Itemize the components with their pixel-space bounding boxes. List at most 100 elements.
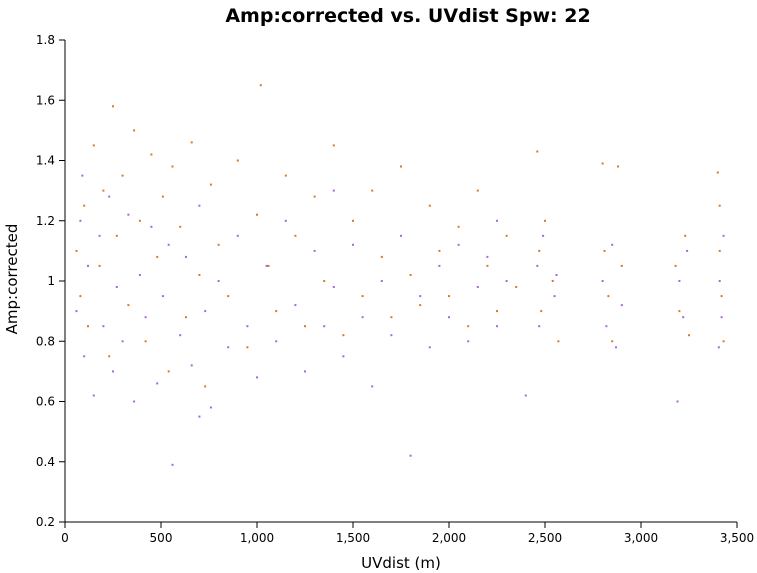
data-point-series-2 (553, 295, 556, 298)
data-point-series-1 (448, 295, 450, 298)
data-point-series-1 (217, 243, 220, 246)
data-point-series-2 (720, 316, 723, 319)
data-point-series-1 (87, 325, 89, 328)
data-point-series-2 (332, 286, 335, 288)
data-point-series-2 (332, 189, 335, 192)
data-point-series-2 (313, 249, 316, 252)
data-point-series-2 (409, 454, 412, 457)
data-point-series-1 (167, 370, 170, 373)
x-tick-label: 2,500 (528, 531, 562, 545)
data-point-series-1 (515, 286, 518, 288)
x-tick-label: 3,500 (720, 531, 754, 545)
data-points (75, 84, 725, 466)
y-tick-label: 1.2 (36, 214, 55, 228)
data-point-series-2 (92, 394, 95, 397)
data-point-series-1 (79, 295, 82, 298)
y-tick-label: 0.8 (36, 334, 55, 348)
data-point-series-2 (601, 280, 604, 282)
data-point-series-2 (87, 264, 89, 267)
data-point-series-1 (204, 385, 207, 388)
data-point-series-1 (102, 189, 105, 192)
data-point-series-1 (538, 249, 541, 252)
data-point-series-2 (256, 376, 258, 379)
data-point-series-2 (150, 225, 153, 228)
data-point-series-2 (428, 346, 431, 349)
data-point-series-1 (620, 264, 623, 267)
data-point-series-1 (718, 204, 721, 207)
data-point-series-1 (323, 280, 326, 282)
data-point-series-2 (75, 310, 78, 313)
y-tick-label: 1.6 (36, 93, 55, 107)
data-point-series-2 (361, 316, 364, 319)
data-point-series-1 (246, 346, 249, 349)
data-point-series-2 (419, 295, 422, 298)
data-point-series-1 (536, 150, 539, 153)
data-point-series-1 (428, 204, 431, 207)
data-point-series-1 (150, 153, 153, 156)
data-point-series-2 (676, 400, 679, 403)
data-point-series-2 (476, 286, 479, 288)
data-point-series-2 (555, 274, 558, 276)
data-point-series-2 (538, 325, 541, 328)
data-point-series-2 (605, 325, 608, 328)
data-point-series-2 (486, 255, 489, 258)
x-tick-label: 0 (61, 531, 69, 545)
data-point-series-2 (217, 280, 220, 282)
data-point-series-1 (144, 340, 147, 343)
data-point-series-1 (156, 255, 159, 258)
data-point-series-2 (185, 255, 187, 258)
x-tick-label: 1,000 (240, 531, 274, 545)
data-point-series-1 (611, 340, 614, 343)
data-point-series-1 (467, 325, 470, 328)
data-point-series-1 (438, 249, 441, 252)
data-point-series-1 (284, 174, 287, 177)
data-point-series-2 (265, 264, 268, 267)
data-point-series-2 (144, 316, 147, 319)
data-point-series-1 (688, 334, 690, 337)
data-point-series-1 (544, 219, 546, 222)
data-point-series-1 (185, 316, 187, 319)
data-point-series-2 (121, 340, 124, 343)
data-point-series-1 (304, 325, 306, 328)
x-axis-label: UVdist (m) (361, 554, 441, 572)
data-point-series-1 (457, 225, 460, 228)
data-point-series-1 (409, 274, 412, 276)
data-point-series-1 (198, 274, 201, 276)
axis-ticks: 0 500 1,000 1,500 2,000 2,500 3,000 3,500 0.2 0.4… (36, 33, 754, 545)
data-point-series-2 (108, 195, 111, 198)
data-point-series-2 (127, 213, 130, 216)
data-point-series-1 (161, 195, 164, 198)
data-point-series-2 (161, 295, 164, 298)
data-point-series-2 (179, 334, 182, 337)
data-point-series-2 (718, 280, 721, 282)
data-point-series-2 (304, 370, 306, 373)
data-point-series-2 (115, 286, 118, 288)
data-point-series-1 (601, 162, 604, 165)
x-tick-label: 2,000 (432, 531, 466, 545)
data-point-series-1 (352, 219, 354, 222)
y-tick-label: 0.2 (36, 515, 55, 529)
data-point-series-1 (722, 340, 725, 343)
data-point-series-1 (720, 295, 723, 298)
data-point-series-2 (167, 243, 170, 246)
data-point-series-2 (198, 415, 201, 418)
data-point-series-2 (227, 346, 230, 349)
y-axis-label: Amp:corrected (3, 224, 21, 335)
data-point-series-1 (313, 195, 316, 198)
data-point-series-2 (323, 325, 326, 328)
data-point-series-1 (476, 189, 479, 192)
data-point-series-1 (332, 144, 335, 147)
data-point-series-1 (227, 295, 230, 298)
data-point-series-1 (138, 219, 141, 222)
data-point-series-1 (551, 280, 554, 282)
y-tick-label: 0.4 (36, 455, 55, 469)
data-point-series-1 (259, 84, 262, 87)
data-point-series-2 (156, 382, 159, 385)
data-point-series-2 (275, 340, 278, 343)
data-point-series-2 (284, 219, 287, 222)
data-point-series-1 (256, 213, 258, 216)
chart-title: Amp:corrected vs. UVdist Spw: 22 (225, 5, 590, 27)
data-point-series-1 (98, 264, 101, 267)
data-point-series-1 (390, 316, 393, 319)
data-point-series-2 (236, 234, 239, 237)
